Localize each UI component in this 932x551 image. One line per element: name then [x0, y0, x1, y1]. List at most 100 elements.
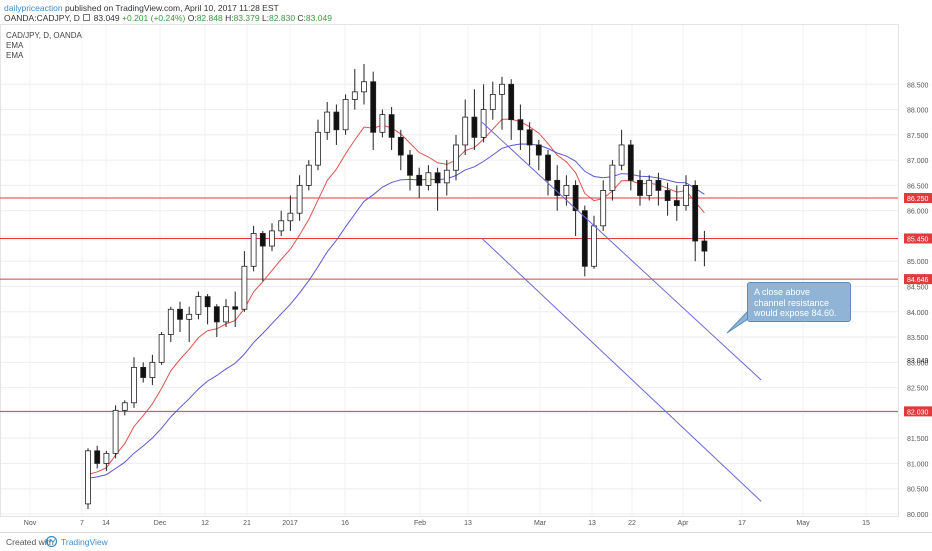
time-tick-label: 13: [588, 520, 596, 527]
square-icon: [83, 14, 91, 21]
price-tick-label: 80.500: [907, 487, 929, 494]
candles: [85, 64, 708, 509]
level-price-label: 84.646: [907, 277, 929, 284]
candle-body: [701, 240, 708, 252]
candle-body: [637, 179, 643, 196]
time-tick-label: Nov: [24, 520, 37, 527]
level-price-box: [904, 233, 932, 244]
price-tick-label: 83.500: [907, 335, 929, 342]
indicator-legend: CAD/JPY, D, OANDA EMA EMA: [6, 31, 82, 61]
annotation-callout[interactable]: A close above channel resistance would e…: [747, 282, 851, 322]
grid-lines: [0, 25, 898, 516]
time-tick-label: 13: [464, 520, 472, 527]
ema-legend-1[interactable]: EMA: [6, 41, 24, 50]
candle-body: [361, 81, 367, 93]
candle-body: [379, 114, 386, 133]
price-tick-label: 80.000: [907, 512, 929, 519]
high-label: H:: [225, 13, 234, 23]
ohlc-line: OANDA:CADJPY, D 83.049 +0.201 (+0.24%) O…: [4, 13, 332, 23]
candle-body: [296, 184, 303, 214]
ema-legend-2[interactable]: EMA: [6, 51, 24, 60]
candle-body: [416, 174, 423, 186]
candle-body: [388, 114, 395, 138]
tradingview-logo-icon: [46, 536, 58, 547]
price-axis[interactable]: 88.50088.00087.50087.00086.50086.00085.5…: [904, 82, 932, 519]
channel-lines: [481, 121, 762, 502]
time-tick-label: 22: [628, 520, 636, 527]
candle-body: [397, 136, 404, 156]
close-value: 83.049: [305, 13, 332, 23]
candle-body: [563, 184, 570, 196]
time-tick-label: 21: [243, 520, 251, 527]
candle-body: [618, 144, 625, 166]
candle-body: [526, 129, 533, 146]
time-tick-label: 12: [201, 520, 209, 527]
close-label: C:: [297, 13, 306, 23]
chart-header: dailypriceaction published on TradingVie…: [0, 0, 932, 23]
open-label: O:: [187, 13, 197, 23]
candle-body: [554, 179, 561, 196]
change-text: +0.201 (+0.24%): [122, 13, 186, 23]
level-price-box: [904, 193, 932, 204]
price-tick-label: 81.500: [907, 436, 929, 443]
candle-body: [85, 450, 91, 505]
candle-body: [535, 144, 542, 156]
candle-body: [158, 334, 165, 363]
candle-body: [609, 164, 616, 191]
candle-body: [453, 144, 459, 171]
ema-slow-line: [87, 143, 705, 479]
candle-body: [305, 164, 312, 186]
footer: Created with TradingView: [0, 532, 932, 551]
candle-body: [315, 131, 321, 166]
time-tick-label: Feb: [414, 520, 426, 527]
time-tick-label: May: [796, 520, 810, 527]
open-value: 82.848: [196, 13, 223, 23]
candle-body: [204, 296, 211, 308]
low-value: 82.830: [269, 13, 296, 23]
candle-body: [112, 409, 119, 454]
candle-body: [655, 179, 662, 191]
time-axis[interactable]: Nov 7 14 Dec 12 21 2017 16 Feb 13 Mar 13 22 Apr 17 May 1…: [24, 520, 870, 527]
candle-body: [241, 265, 248, 310]
candle-body: [103, 452, 110, 464]
candle-body: [572, 184, 579, 212]
candle-body: [499, 83, 505, 95]
price-tick-label: 86.000: [907, 209, 929, 216]
tradingview-brand[interactable]: TradingView: [61, 537, 108, 547]
candle-body: [167, 308, 174, 335]
candle-body: [177, 308, 183, 320]
low-label: L:: [261, 13, 270, 23]
candle-body: [250, 233, 257, 267]
author-link[interactable]: dailypriceaction: [4, 3, 63, 13]
candle-body: [223, 306, 229, 323]
candle-body: [673, 200, 680, 207]
level-price-label: 85.450: [907, 236, 929, 243]
candle-body: [94, 450, 101, 464]
candle-body: [333, 111, 340, 131]
price-tick-label: 84.500: [907, 285, 929, 292]
candle-body: [140, 366, 147, 378]
candle-body: [692, 184, 699, 242]
candle-body: [591, 225, 597, 267]
time-tick-label: 15: [862, 520, 870, 527]
candle-body: [425, 172, 432, 186]
series-title[interactable]: CAD/JPY, D, OANDA: [6, 31, 82, 40]
price-tick-label: 87.500: [907, 133, 929, 140]
published-text: published on TradingView.com, April 10, …: [64, 3, 279, 13]
time-tick-label: 14: [102, 520, 110, 527]
price-tick-label: 86.500: [907, 183, 929, 190]
high-value: 83.379: [233, 13, 260, 23]
candle-body: [195, 296, 202, 315]
horizontal-levels: [0, 197, 898, 412]
candle-body: [627, 144, 634, 181]
candle-body: [278, 220, 285, 232]
price-tick-label: 81.000: [907, 461, 929, 468]
plot-frame: [0, 24, 899, 517]
candle-body: [259, 233, 266, 247]
candle-body: [351, 91, 358, 100]
time-tick-label: Apr: [678, 520, 690, 527]
candle-body: [324, 111, 331, 133]
callout-pointer: [726, 309, 749, 334]
candle-body: [462, 116, 469, 146]
